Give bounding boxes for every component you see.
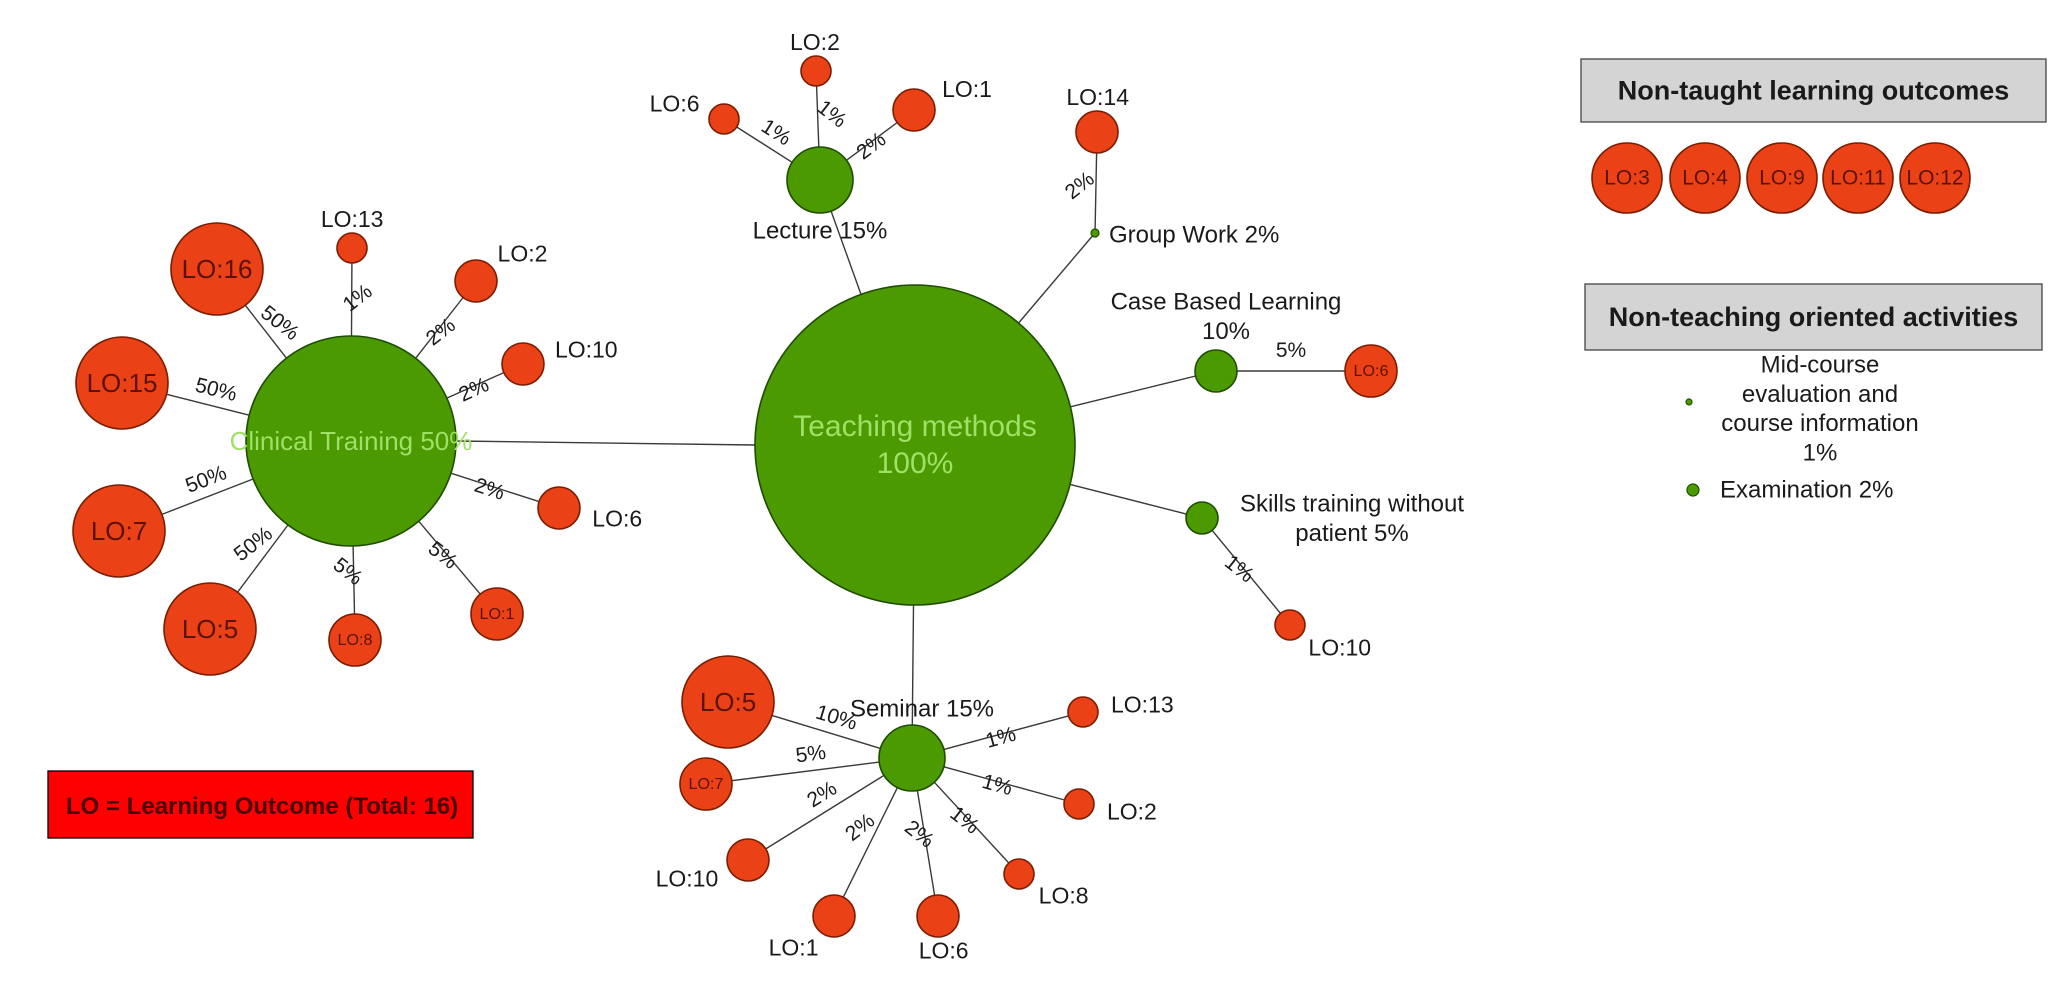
svg-text:LO:6: LO:6 [650,90,700,116]
svg-text:LO:6: LO:6 [1354,362,1389,380]
svg-text:LO:13: LO:13 [321,206,384,232]
svg-text:Lecture 15%: Lecture 15% [753,218,888,245]
svg-text:Non-taught learning outcomes: Non-taught learning outcomes [1618,76,2010,106]
svg-text:10%: 10% [1202,318,1250,345]
svg-text:LO:1: LO:1 [769,934,819,960]
svg-text:LO:8: LO:8 [338,631,373,649]
svg-text:LO:13: LO:13 [1111,691,1174,717]
svg-text:LO:14: LO:14 [1066,84,1129,110]
svg-text:LO:15: LO:15 [87,368,158,398]
svg-text:5%: 5% [1276,339,1306,362]
svg-text:1%: 1% [1803,439,1838,466]
svg-text:100%: 100% [877,447,954,480]
svg-text:LO:7: LO:7 [91,516,147,546]
svg-text:patient 5%: patient 5% [1295,520,1408,547]
svg-text:LO:10: LO:10 [656,865,719,891]
svg-text:LO:5: LO:5 [182,614,238,644]
svg-text:Mid-course: Mid-course [1761,352,1880,379]
svg-text:LO:12: LO:12 [1906,167,1963,190]
svg-text:LO:9: LO:9 [1759,167,1805,190]
svg-text:LO:2: LO:2 [498,240,548,266]
svg-text:LO:7: LO:7 [689,775,724,793]
svg-text:LO:5: LO:5 [700,687,756,717]
svg-text:LO:10: LO:10 [555,337,618,363]
svg-text:LO:11: LO:11 [1830,167,1886,190]
svg-text:LO:4: LO:4 [1682,167,1728,190]
svg-text:LO:2: LO:2 [790,29,840,55]
svg-text:LO = Learning Outcome (Total:: LO = Learning Outcome (Total: 16) [66,793,458,820]
svg-text:5%: 5% [794,741,827,768]
svg-text:LO:3: LO:3 [1604,167,1650,190]
svg-text:Examination 2%: Examination 2% [1720,477,1893,504]
svg-text:course information: course information [1721,410,1918,437]
svg-text:Case Based Learning: Case Based Learning [1111,289,1342,316]
svg-text:LO:1: LO:1 [480,605,515,623]
svg-text:LO:8: LO:8 [1039,882,1089,908]
svg-text:Clinical Training 50%: Clinical Training 50% [230,426,473,456]
svg-text:LO:6: LO:6 [919,938,969,964]
svg-text:LO:10: LO:10 [1308,634,1371,660]
svg-text:Seminar 15%: Seminar 15% [850,696,994,723]
svg-text:LO:1: LO:1 [942,76,992,102]
svg-text:Skills training without: Skills training without [1240,491,1464,518]
svg-text:LO:6: LO:6 [592,506,642,532]
svg-text:LO:2: LO:2 [1107,799,1157,825]
svg-text:Non-teaching oriented activiti: Non-teaching oriented activities [1609,302,2019,332]
svg-text:evaluation and: evaluation and [1742,381,1898,408]
svg-text:Teaching methods: Teaching methods [793,410,1037,443]
svg-text:LO:16: LO:16 [182,254,253,284]
svg-text:Group Work 2%: Group Work 2% [1109,222,1279,249]
